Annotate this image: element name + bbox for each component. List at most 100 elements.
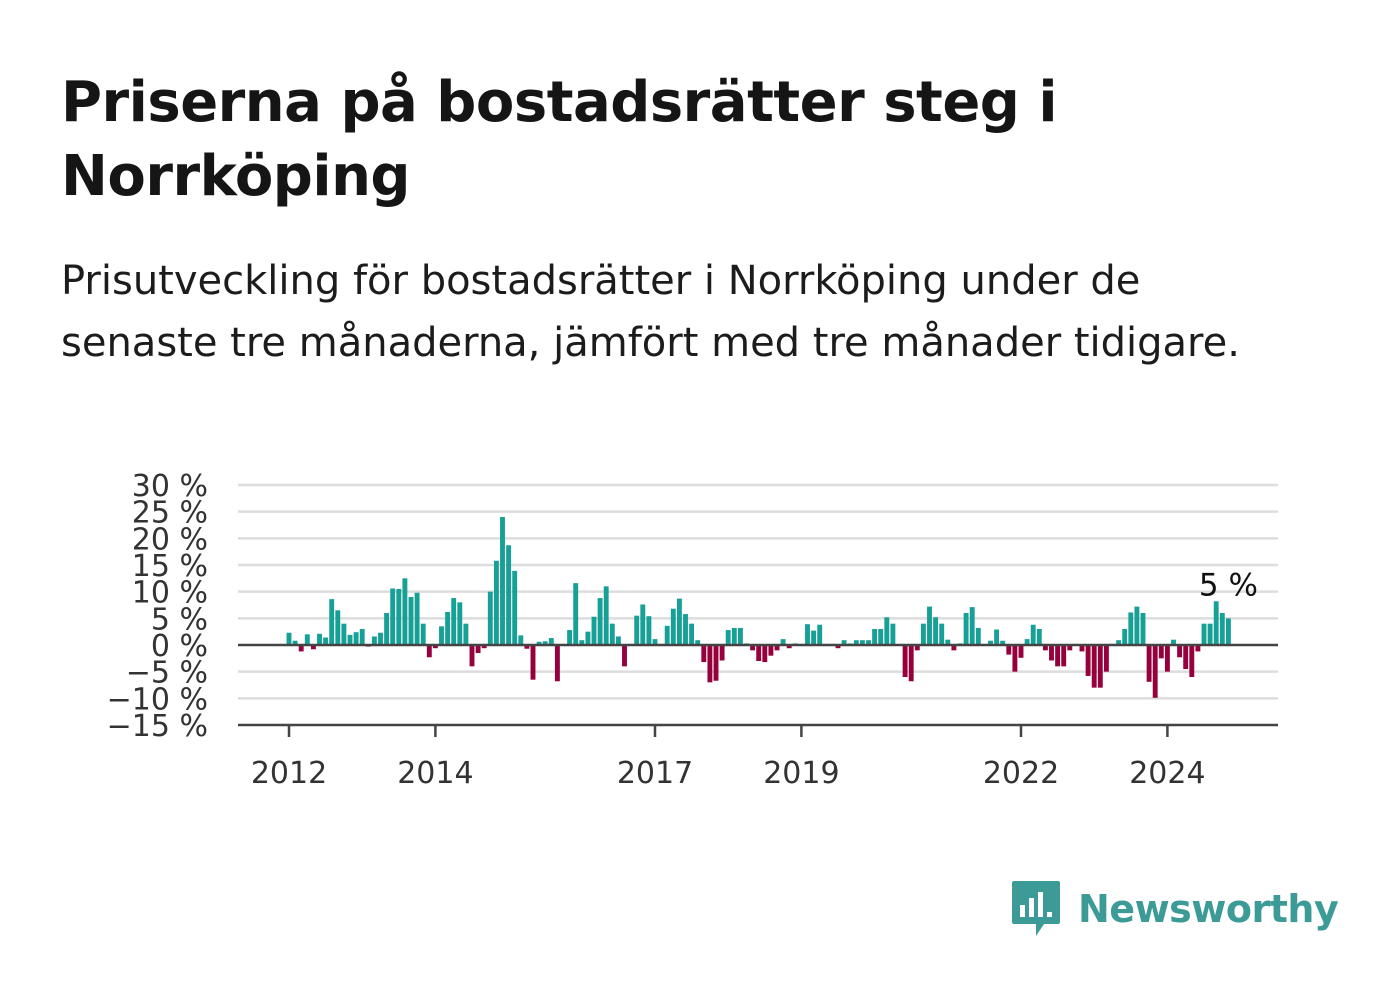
bar: [1097, 645, 1103, 688]
bar: [371, 636, 377, 645]
bar: [939, 623, 945, 645]
bar: [872, 629, 878, 645]
bar: [670, 608, 676, 645]
bar: [890, 623, 896, 645]
bar: [866, 640, 871, 645]
bar: [908, 645, 914, 682]
y-tick-label: 20 %: [132, 522, 208, 557]
bar: [853, 640, 859, 645]
bar: [1030, 624, 1036, 645]
bar: [384, 613, 390, 645]
bar: [292, 640, 298, 645]
bar: [1116, 640, 1122, 645]
bar: [506, 545, 512, 645]
bar: [1207, 623, 1213, 645]
bar: [445, 611, 451, 645]
bar: [762, 645, 768, 663]
price-change-bar-chart: 30 %25 %20 %15 %10 %5 %0 %−5 %−10 %−15 %…: [107, 469, 1278, 791]
bar: [524, 645, 530, 649]
bar: [1171, 639, 1176, 645]
bar: [609, 623, 615, 645]
bar: [1006, 645, 1012, 655]
bar: [1177, 645, 1183, 658]
bar: [841, 640, 847, 645]
bar: [719, 645, 725, 661]
bar: [390, 588, 396, 645]
x-tick-label: 2024: [1129, 756, 1205, 791]
bar: [713, 645, 719, 681]
x-tick-label: 2012: [251, 756, 327, 791]
brand-name: Newsworthy: [1078, 887, 1339, 931]
bar: [1049, 645, 1054, 661]
brand-logo: Newsworthy: [1010, 878, 1339, 940]
bar: [731, 627, 737, 645]
bar: [542, 641, 548, 645]
bar: [1195, 645, 1201, 652]
bar: [487, 591, 493, 645]
bar: [737, 627, 743, 645]
bar: [414, 592, 420, 645]
bar: [493, 560, 499, 645]
bar: [1158, 645, 1164, 659]
bar: [994, 629, 1000, 645]
bar: [835, 645, 841, 649]
bar: [335, 610, 341, 645]
bar: [640, 604, 646, 645]
bar: [1122, 629, 1128, 645]
y-axis-labels: 30 %25 %20 %15 %10 %5 %0 %−5 %−10 %−15 %: [107, 469, 208, 744]
x-tick-label: 2019: [763, 756, 839, 791]
bar: [1189, 645, 1195, 677]
bar: [286, 632, 292, 645]
bar: [1164, 645, 1170, 672]
bar: [554, 645, 560, 682]
bar: [817, 624, 823, 645]
axis-layer: [238, 643, 1278, 737]
bar: [914, 645, 920, 651]
bar: [1085, 645, 1091, 676]
bars: [286, 517, 1231, 698]
bar: [975, 627, 981, 645]
bar: [420, 623, 426, 645]
bar: [1036, 629, 1042, 645]
bar: [341, 623, 347, 645]
bar: [512, 570, 518, 645]
bar: [475, 645, 481, 653]
bar: [933, 617, 939, 645]
bar: [1000, 640, 1006, 645]
bar: [1042, 645, 1048, 651]
bar: [1146, 645, 1152, 682]
bar: [1055, 645, 1061, 667]
bar: [1152, 645, 1158, 698]
bar: [774, 645, 780, 651]
y-tick-label: 25 %: [132, 496, 208, 531]
y-tick-label: −5 %: [126, 656, 208, 691]
bar: [579, 640, 585, 645]
bar: [439, 626, 444, 645]
x-tick-label: 2017: [617, 756, 693, 791]
bar: [1213, 601, 1219, 645]
bar: [1012, 645, 1018, 672]
bar: [878, 629, 884, 645]
bar: [634, 615, 640, 645]
bar: [573, 583, 579, 645]
bar: [518, 635, 524, 645]
bar: [481, 645, 487, 649]
page-title: Priserna på bostadsrätter steg i Norrköp…: [61, 70, 1058, 209]
bar: [652, 639, 658, 645]
newsworthy-logo-icon: [1012, 881, 1060, 936]
bar: [1183, 645, 1189, 669]
bar: [298, 645, 304, 652]
bar: [969, 607, 975, 645]
bar: [304, 634, 310, 645]
bar: [463, 623, 469, 645]
bar: [1103, 645, 1109, 672]
bar: [567, 630, 573, 645]
bar: [323, 637, 329, 645]
bar: [1061, 645, 1067, 667]
bar: [951, 645, 957, 651]
bar: [1079, 645, 1085, 652]
x-tick-label: 2014: [397, 756, 473, 791]
bar: [902, 645, 908, 677]
y-tick-label: 10 %: [132, 576, 208, 611]
y-tick-label: 0 %: [151, 629, 208, 664]
